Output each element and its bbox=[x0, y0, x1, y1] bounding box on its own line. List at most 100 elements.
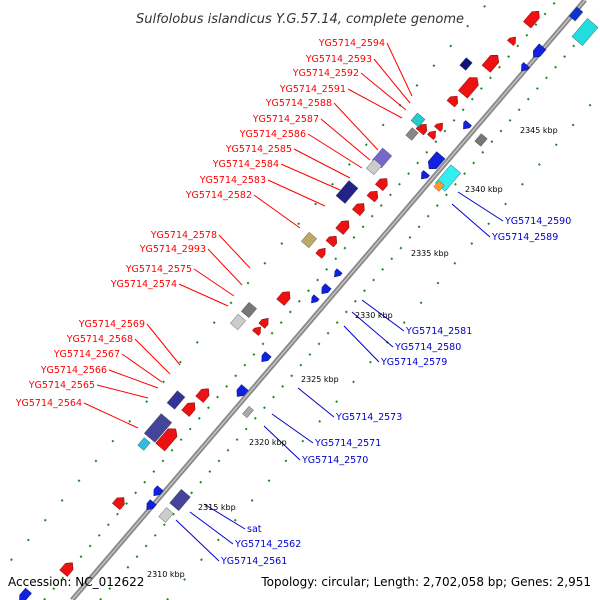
forward-label-16: YG5714_2568 bbox=[66, 334, 133, 345]
reverse-label-9: YG5714_2562 bbox=[234, 539, 301, 550]
forward-gene-11 bbox=[335, 220, 350, 235]
reverse-callout-10 bbox=[175, 519, 220, 562]
reverse-callout-1 bbox=[451, 203, 491, 238]
forward-label-14: YG5714_2574 bbox=[110, 279, 177, 290]
forward-gene-15 bbox=[258, 317, 269, 329]
tick-labels: 2345 kbp 2340 kbp 2335 kbp 2330 kbp 2325 kbp… bbox=[147, 126, 558, 579]
reverse-gene-6 bbox=[321, 283, 332, 295]
accession-text: Accession: NC_012622 bbox=[8, 575, 144, 589]
forward-callout-12 bbox=[207, 248, 243, 286]
other-feature-1 bbox=[568, 6, 584, 22]
other-feature-0 bbox=[571, 18, 599, 46]
forward-label-4: YG5714_2588 bbox=[265, 98, 332, 109]
other-feature-12 bbox=[241, 301, 257, 319]
tick-label-4: 2325 kbp bbox=[301, 375, 339, 384]
reverse-label-5: YG5714_2573 bbox=[335, 412, 402, 423]
forward-gene-4 bbox=[446, 95, 459, 108]
forward-callout-14 bbox=[178, 283, 229, 307]
reverse-callout-7 bbox=[263, 425, 301, 461]
reverse-label-10: YG5714_2561 bbox=[220, 556, 287, 567]
forward-callout-3 bbox=[347, 88, 403, 119]
forward-gene-13 bbox=[315, 247, 326, 259]
reverse-label-7: YG5714_2570 bbox=[301, 455, 368, 466]
reverse-gene-7 bbox=[311, 294, 320, 304]
forward-gene-21 bbox=[59, 562, 74, 577]
forward-callout-7 bbox=[293, 148, 351, 179]
reverse-gene-1 bbox=[521, 62, 530, 72]
forward-callout-20 bbox=[83, 402, 139, 429]
reverse-gene-11 bbox=[146, 499, 157, 511]
forward-label-20: YG5714_2564 bbox=[15, 398, 82, 409]
reverse-strand-labels: YG5714_2590 YG5714_2589 YG5714_2581 YG5714_… bbox=[220, 216, 571, 567]
reverse-label-2: YG5714_2581 bbox=[405, 326, 472, 337]
reverse-callout-0 bbox=[457, 191, 504, 222]
reverse-callout-4 bbox=[343, 325, 380, 363]
reverse-gene-8 bbox=[261, 351, 272, 363]
reverse-callout-5 bbox=[297, 387, 335, 418]
forward-callout-16 bbox=[134, 338, 171, 375]
reverse-label-3: YG5714_2580 bbox=[394, 342, 461, 353]
forward-label-1: YG5714_2593 bbox=[305, 54, 372, 65]
other-feature-10 bbox=[433, 180, 445, 192]
map-title: Sulfolobus islandicus Y.G.57.14, complet… bbox=[136, 12, 464, 27]
forward-gene-20 bbox=[112, 497, 125, 511]
forward-callout-8 bbox=[280, 163, 341, 191]
tick-label-1: 2340 kbp bbox=[465, 185, 503, 194]
reverse-callout-9 bbox=[189, 511, 234, 545]
dot-line-0 bbox=[0, 0, 491, 575]
other-feature-14 bbox=[166, 390, 186, 410]
forward-label-15: YG5714_2569 bbox=[78, 319, 145, 330]
forward-label-0: YG5714_2594 bbox=[318, 38, 385, 49]
dot-line-3 bbox=[166, 92, 600, 600]
forward-callout-9 bbox=[267, 179, 326, 207]
other-feature-15 bbox=[143, 413, 173, 443]
forward-callout-11 bbox=[218, 234, 251, 269]
forward-callout-0 bbox=[386, 42, 413, 97]
other-feature-7 bbox=[335, 180, 359, 204]
reverse-label-1: YG5714_2589 bbox=[491, 232, 558, 243]
forward-callout-1 bbox=[373, 58, 411, 104]
forward-label-17: YG5714_2567 bbox=[53, 349, 120, 360]
reverse-gene-2 bbox=[463, 120, 472, 130]
reverse-gene-0 bbox=[533, 43, 547, 58]
other-feature-17 bbox=[169, 488, 191, 512]
forward-label-6: YG5714_2586 bbox=[239, 129, 306, 140]
reverse-label-0: YG5714_2590 bbox=[504, 216, 571, 227]
forward-gene-8 bbox=[375, 178, 388, 192]
gene-features bbox=[19, 6, 599, 600]
reverse-label-4: YG5714_2579 bbox=[380, 357, 447, 368]
other-feature-8 bbox=[301, 231, 317, 249]
forward-gene-2 bbox=[481, 54, 499, 73]
reverse-callout-6 bbox=[271, 413, 314, 444]
reverse-callout-3 bbox=[351, 311, 394, 348]
label-callouts bbox=[83, 42, 504, 562]
forward-label-13: YG5714_2575 bbox=[125, 264, 192, 275]
forward-label-3: YG5714_2591 bbox=[279, 84, 346, 95]
forward-callout-15 bbox=[146, 323, 181, 366]
forward-label-18: YG5714_2566 bbox=[40, 365, 107, 376]
other-feature-13 bbox=[230, 313, 246, 331]
tick-label-7: 2310 kbp bbox=[147, 570, 185, 579]
forward-gene-14 bbox=[276, 291, 291, 306]
topology-text: Topology: circular; Length: 2,702,058 bp… bbox=[260, 575, 591, 589]
forward-label-9: YG5714_2583 bbox=[199, 175, 266, 186]
reverse-gene-12 bbox=[19, 587, 32, 600]
other-feature-2 bbox=[459, 57, 473, 71]
other-feature-4 bbox=[405, 127, 419, 141]
forward-gene-0 bbox=[523, 10, 540, 29]
forward-label-10: YG5714_2582 bbox=[185, 190, 252, 201]
other-feature-19 bbox=[242, 405, 254, 419]
genome-backbone-highlight bbox=[71, 0, 586, 600]
forward-label-8: YG5714_2584 bbox=[212, 159, 279, 170]
forward-callout-17 bbox=[121, 353, 163, 383]
reverse-gene-9 bbox=[236, 384, 249, 397]
forward-callout-2 bbox=[360, 72, 407, 111]
forward-gene-18 bbox=[181, 402, 196, 417]
reverse-callout-8 bbox=[203, 503, 246, 530]
forward-label-12: YG5714_2993 bbox=[139, 244, 206, 255]
other-feature-6 bbox=[366, 158, 382, 176]
forward-gene-3 bbox=[458, 77, 479, 99]
reverse-label-8: sat bbox=[247, 524, 262, 535]
forward-label-5: YG5714_2587 bbox=[252, 114, 319, 125]
